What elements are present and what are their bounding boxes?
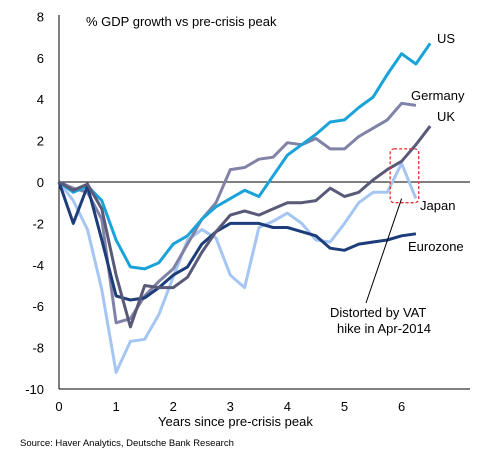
source-note: Source: Haver Analytics, Deutsche Bank R… bbox=[20, 438, 234, 449]
y-axis-ticks: -10 -8 -6 -4 -2 0 2 4 6 8 bbox=[25, 9, 44, 397]
label-uk: UK bbox=[437, 109, 455, 124]
x-tick-label: 0 bbox=[55, 399, 62, 414]
y-tick-label: -8 bbox=[32, 341, 44, 356]
y-tick-label: -10 bbox=[25, 382, 44, 397]
y-tick-label: 2 bbox=[37, 134, 44, 149]
x-tick-label: 3 bbox=[227, 399, 234, 414]
y-tick-label: -2 bbox=[32, 216, 44, 231]
y-tick-label: -4 bbox=[32, 258, 44, 273]
y-tick-label: 6 bbox=[37, 51, 44, 66]
annotation-line1: Distorted by VAT bbox=[330, 305, 426, 320]
y-tick-label: 0 bbox=[37, 175, 44, 190]
label-germany: Germany bbox=[411, 88, 465, 103]
x-tick-label: 2 bbox=[170, 399, 177, 414]
series-line-eurozone bbox=[57, 181, 417, 302]
x-tick-label: 1 bbox=[112, 399, 119, 414]
y-tick-label: 4 bbox=[37, 92, 44, 107]
annotation-box bbox=[389, 148, 420, 204]
series-group bbox=[57, 42, 432, 374]
label-eurozone: Eurozone bbox=[408, 239, 464, 254]
y-tick-label: -6 bbox=[32, 299, 44, 314]
chart-title: % GDP growth vs pre-crisis peak bbox=[86, 14, 277, 29]
series-line-uk bbox=[58, 125, 432, 329]
x-axis-label: Years since pre-crisis peak bbox=[158, 414, 313, 429]
series-line-us bbox=[58, 42, 432, 271]
label-us: US bbox=[437, 31, 455, 46]
x-tick-label: 5 bbox=[341, 399, 348, 414]
series-line-germany bbox=[58, 101, 417, 325]
y-tick-label: 8 bbox=[37, 9, 44, 24]
x-tick-label: 6 bbox=[398, 399, 405, 414]
annotation-arrow bbox=[365, 198, 403, 304]
annotation-line2: hike in Apr-2014 bbox=[337, 321, 431, 336]
series-line-japan bbox=[57, 161, 418, 374]
x-axis-ticks: 0 1 2 3 4 5 6 bbox=[55, 399, 405, 414]
label-japan: Japan bbox=[420, 198, 455, 213]
x-tick-label: 4 bbox=[284, 399, 291, 414]
